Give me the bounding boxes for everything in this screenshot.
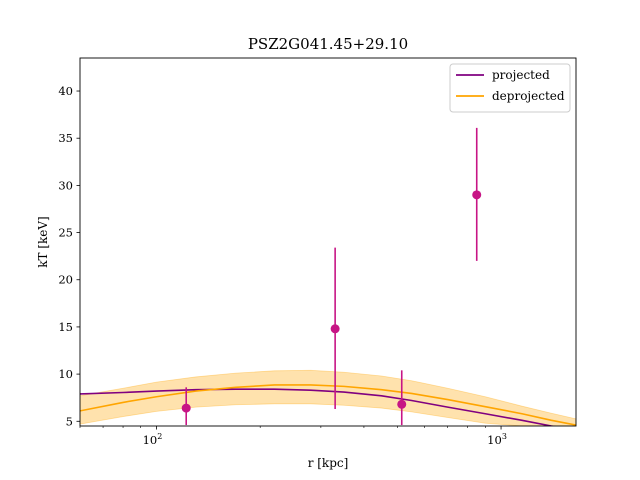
data-point xyxy=(472,190,482,200)
y-tick-label: 40 xyxy=(58,84,73,98)
data-point xyxy=(330,324,340,334)
legend-label: deprojected xyxy=(492,89,565,103)
band-layer xyxy=(80,369,576,426)
plot-frame xyxy=(79,57,577,427)
data-point xyxy=(397,399,407,409)
legend: projected deprojected xyxy=(449,63,571,113)
legend-box xyxy=(449,63,571,113)
x-tick-label: 103 xyxy=(487,432,507,447)
y-tick-label: 5 xyxy=(66,414,73,428)
chart-title: PSZ2G041.45+29.10 xyxy=(248,35,408,53)
x-axis-label: r [kpc] xyxy=(308,456,349,470)
y-tick-label: 30 xyxy=(58,178,73,192)
y-axis-label: kT [keV] xyxy=(36,216,50,268)
y-tick-label: 15 xyxy=(58,320,73,334)
series-line-deprojected xyxy=(80,384,576,426)
data-point xyxy=(181,403,191,413)
series-line-projected xyxy=(80,388,557,426)
y-tick-label: 25 xyxy=(58,226,73,240)
legend-label: projected xyxy=(492,68,550,82)
y-tick-label: 35 xyxy=(58,131,73,145)
x-tick-label: 102 xyxy=(143,432,163,447)
confidence-band-deprojected xyxy=(80,369,576,426)
point-layer xyxy=(181,127,482,426)
line-layer xyxy=(80,384,576,426)
y-tick-label: 10 xyxy=(58,367,73,381)
y-tick-label: 20 xyxy=(58,273,73,287)
tick-layer: 5 10 15 20 25 30 35 40 102 103 xyxy=(58,84,507,447)
